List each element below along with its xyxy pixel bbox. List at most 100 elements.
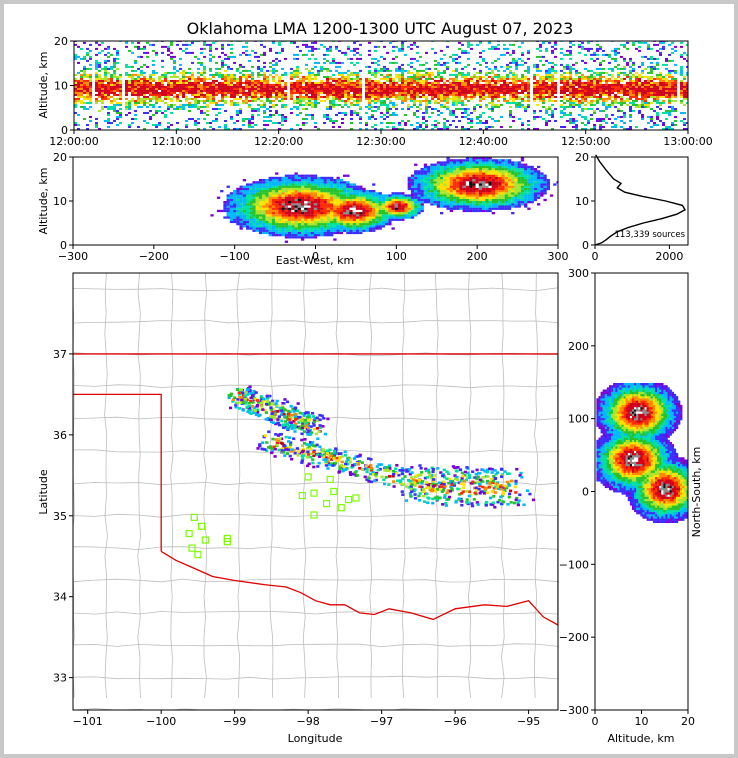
time-height-cell: [641, 101, 644, 104]
ew-cell: [245, 225, 250, 228]
time-height-cell: [116, 89, 119, 92]
time-height-cell: [215, 87, 218, 90]
time-height-cell: [401, 41, 404, 44]
time-height-cell: [200, 83, 203, 86]
time-height-cell: [131, 121, 134, 124]
time-height-cell: [368, 69, 371, 72]
time-height-cell: [587, 47, 590, 50]
time-height-cell: [581, 77, 584, 80]
ew-cell: [239, 225, 243, 228]
ew-cell: [300, 207, 305, 210]
time-height-cell: [461, 71, 464, 74]
time-height-cell: [527, 93, 530, 96]
time-height-cell: [392, 93, 395, 96]
time-height-cell: [515, 91, 518, 94]
ew-cell: [239, 203, 243, 206]
time-height-cell: [242, 75, 245, 78]
time-height-cell: [329, 105, 332, 108]
time-height-cell: [206, 89, 209, 92]
time-height-cell: [323, 113, 326, 116]
time-height-cell: [221, 103, 224, 106]
time-height-cell: [383, 99, 386, 102]
ew-cell: [320, 229, 324, 232]
time-height-cell: [512, 75, 515, 78]
time-height-cell: [611, 75, 614, 78]
time-height-cell: [308, 95, 311, 98]
time-height-cell: [461, 107, 464, 110]
time-height-cell: [650, 55, 653, 58]
time-height-cell: [446, 97, 449, 100]
ew-cell: [294, 190, 298, 193]
time-height-cell: [170, 81, 173, 84]
time-height-cell: [545, 87, 548, 90]
time-height-cell: [134, 59, 137, 62]
time-height-cell: [86, 91, 89, 94]
time-height-cell: [224, 125, 227, 128]
ew-cell: [278, 229, 282, 232]
time-height-cell: [146, 83, 149, 86]
time-height-cell: [341, 77, 344, 80]
ew-cell: [297, 223, 302, 226]
time-height-cell: [620, 77, 623, 80]
time-height-cell: [479, 85, 482, 88]
time-height-cell: [281, 89, 284, 92]
time-height-cell: [218, 73, 221, 76]
time-height-cell: [641, 115, 644, 118]
time-height-cell: [173, 71, 176, 74]
time-height-cell: [242, 119, 245, 122]
time-height-cell: [158, 87, 161, 90]
time-height-cell: [416, 45, 419, 48]
time-height-cell: [179, 107, 182, 110]
time-height-cell: [455, 97, 458, 100]
time-height-cell: [668, 43, 671, 46]
time-height-cell: [194, 91, 197, 94]
ew-cell: [313, 198, 318, 202]
time-height-cell: [296, 81, 299, 84]
time-height-cell: [629, 93, 632, 96]
time-height-cell: [455, 115, 458, 118]
time-height-cell: [632, 41, 635, 44]
time-height-cell: [635, 85, 638, 88]
time-height-cell: [479, 93, 482, 96]
time-height-cell: [278, 77, 281, 80]
time-height-cell: [305, 85, 308, 88]
time-height-cell: [488, 89, 491, 92]
time-height-cell: [104, 61, 107, 64]
time-height-cell: [599, 87, 602, 90]
time-height-cell: [479, 89, 482, 92]
time-height-cell: [161, 93, 164, 96]
time-height-cell: [656, 115, 659, 118]
time-height-cell: [203, 95, 206, 98]
time-height-cell: [434, 99, 437, 102]
time-height-cell: [440, 83, 443, 86]
time-height-cell: [527, 67, 530, 70]
time-height-cell: [515, 73, 518, 76]
time-height-cell: [656, 91, 659, 94]
ew-cell: [317, 231, 321, 235]
time-height-cell: [161, 81, 164, 84]
time-height-cell: [470, 125, 473, 128]
time-height-cell: [383, 45, 386, 48]
time-height-cell: [206, 95, 209, 98]
time-height-cell: [230, 67, 233, 70]
time-height-cell: [443, 61, 446, 64]
time-height-cell: [140, 83, 143, 86]
time-height-cell: [95, 47, 98, 50]
ew-cell: [336, 220, 340, 224]
time-height-cell: [422, 128, 425, 130]
ew-cell: [258, 223, 263, 226]
time-height-cell: [272, 91, 275, 94]
time-height-cell: [209, 91, 212, 94]
time-height-cell: [545, 123, 548, 126]
time-height-cell: [629, 113, 632, 116]
time-height-cell: [641, 99, 644, 102]
time-height-cell: [641, 81, 644, 84]
time-height-cell: [224, 77, 227, 80]
time-height-cell: [650, 91, 653, 94]
time-height-cell: [434, 89, 437, 92]
time-height-cell: [431, 85, 434, 88]
time-height-cell: [497, 69, 500, 72]
time-height-cell: [389, 75, 392, 78]
time-height-cell: [599, 97, 602, 100]
time-height-cell: [203, 65, 206, 68]
